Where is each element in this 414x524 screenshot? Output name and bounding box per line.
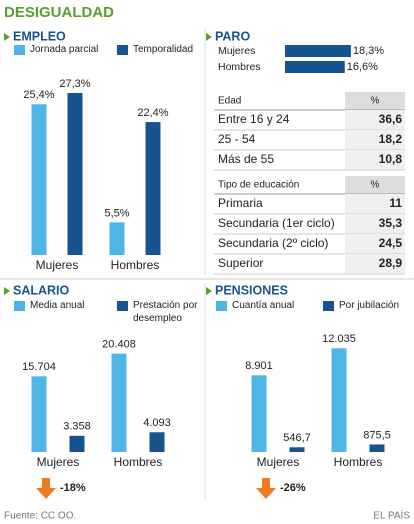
section-title: PARO — [215, 29, 250, 43]
category-label: Mujeres — [37, 455, 80, 469]
legend-swatch — [117, 45, 128, 55]
value-label: 4.093 — [143, 417, 171, 429]
category-label: Mujeres — [257, 455, 300, 469]
category-label: Hombres — [111, 258, 160, 272]
value-label: 16,6% — [347, 61, 378, 73]
bar — [109, 222, 125, 255]
table-cell: 18,2 — [379, 132, 403, 146]
bar — [369, 444, 385, 452]
table-header-cell — [345, 176, 405, 194]
table-cell: Secundaria (2º ciclo) — [218, 236, 328, 250]
legend-label-box: Cuantía anual — [232, 300, 295, 311]
legend-label-box: Por jubilación — [339, 300, 400, 311]
section-title: SALARIO — [13, 283, 70, 297]
table-value-cell — [345, 150, 405, 170]
table-cell: Entre 16 y 24 — [218, 112, 290, 126]
category-label: Hombres — [334, 455, 383, 469]
value-label: 27,3% — [59, 78, 90, 90]
down-arrow — [256, 478, 276, 499]
annotation: -26% — [280, 482, 306, 494]
table-cell: 36,6 — [379, 112, 403, 126]
table-header: % — [371, 96, 380, 107]
table-header: Edad — [218, 96, 241, 107]
source: Fuente: CC OO. — [4, 511, 76, 522]
page-title: DESIGUALDAD — [4, 4, 114, 21]
legend-swatch — [14, 301, 25, 311]
table-value-cell — [345, 130, 405, 150]
value-label: 22,4% — [137, 107, 168, 119]
value-label: 5,5% — [104, 207, 129, 219]
bar — [149, 432, 165, 452]
category-label: Mujeres — [36, 258, 79, 272]
table-cell: 11 — [389, 196, 402, 210]
table-header-cell — [345, 92, 405, 110]
legend-swatch — [216, 301, 227, 311]
annotation: -18% — [60, 482, 86, 494]
table-value-cell — [345, 194, 405, 214]
value-label: 15.704 — [22, 361, 56, 373]
bar — [289, 447, 305, 452]
bar — [285, 45, 351, 57]
legend-swatch — [323, 301, 334, 311]
category-label: Hombres — [218, 61, 261, 73]
bar — [31, 104, 47, 255]
bar — [145, 122, 161, 256]
value-label: 25,4% — [23, 89, 54, 101]
category-label: Hombres — [114, 455, 163, 469]
section-title: PENSIONES — [215, 283, 288, 297]
value-label: 3.358 — [63, 421, 91, 433]
value-label: 875,5 — [363, 429, 391, 441]
value-label: 546,7 — [283, 432, 311, 444]
table-value-cell — [345, 254, 405, 274]
bar — [285, 61, 345, 73]
category-label: Mujeres — [218, 45, 255, 57]
table-header: Tipo de educación — [218, 180, 299, 191]
section-marker — [206, 287, 212, 295]
table-cell: 28,9 — [379, 256, 403, 270]
legend-swatch — [14, 45, 25, 55]
bar — [69, 435, 85, 452]
section-marker — [206, 33, 212, 41]
bar — [67, 93, 83, 256]
value-label: 12.035 — [322, 333, 356, 345]
legend-label: Temporalidad — [133, 44, 194, 55]
table-value-cell — [345, 234, 405, 254]
section-marker — [4, 287, 10, 295]
table-cell: 25 - 54 — [218, 132, 256, 146]
legend-label: Cuantía anual — [232, 300, 295, 311]
value-label: 20.408 — [102, 339, 136, 351]
section-marker — [4, 33, 10, 41]
table-cell: Primaria — [218, 196, 263, 210]
table-cell: Más de 55 — [218, 152, 274, 166]
table-cell: Secundaria (1er ciclo) — [218, 216, 335, 230]
value-label: 8.901 — [245, 360, 273, 372]
legend-swatch — [117, 301, 128, 311]
down-arrow — [36, 478, 56, 499]
table-cell: Superior — [218, 256, 263, 270]
bar — [331, 348, 347, 452]
legend-label-box: Media anual — [30, 300, 85, 311]
legend-label-box: Temporalidad — [133, 44, 194, 55]
section-title: EMPLEO — [13, 29, 66, 43]
bar — [251, 375, 267, 452]
table-value-cell — [345, 214, 405, 234]
legend-label: Por jubilación — [339, 300, 400, 311]
brand: EL PAÍS — [373, 509, 410, 522]
table-cell: 10,8 — [379, 152, 403, 166]
legend-label-box: Jornada parcial — [30, 44, 99, 55]
table-value-cell — [345, 110, 405, 130]
table-cell: 35,3 — [379, 216, 403, 230]
legend-label: Media anual — [30, 300, 85, 311]
table-cell: 24,5 — [379, 236, 403, 250]
legend-label: Prestación por desempleo — [133, 300, 198, 324]
legend-label: Jornada parcial — [30, 44, 99, 55]
legend-label-box: Prestación por desempleo — [133, 300, 198, 324]
table-header: % — [371, 180, 380, 191]
value-label: 18,3% — [353, 45, 384, 57]
bar — [31, 376, 47, 452]
bar — [111, 353, 127, 452]
